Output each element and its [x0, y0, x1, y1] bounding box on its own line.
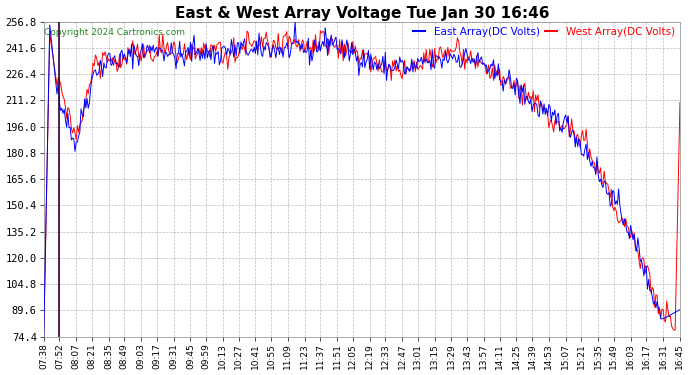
Text: Copyright 2024 Cartronics.com: Copyright 2024 Cartronics.com	[44, 28, 186, 37]
Title: East & West Array Voltage Tue Jan 30 16:46: East & West Array Voltage Tue Jan 30 16:…	[175, 6, 549, 21]
Legend: East Array(DC Volts), West Array(DC Volts): East Array(DC Volts), West Array(DC Volt…	[413, 27, 675, 37]
